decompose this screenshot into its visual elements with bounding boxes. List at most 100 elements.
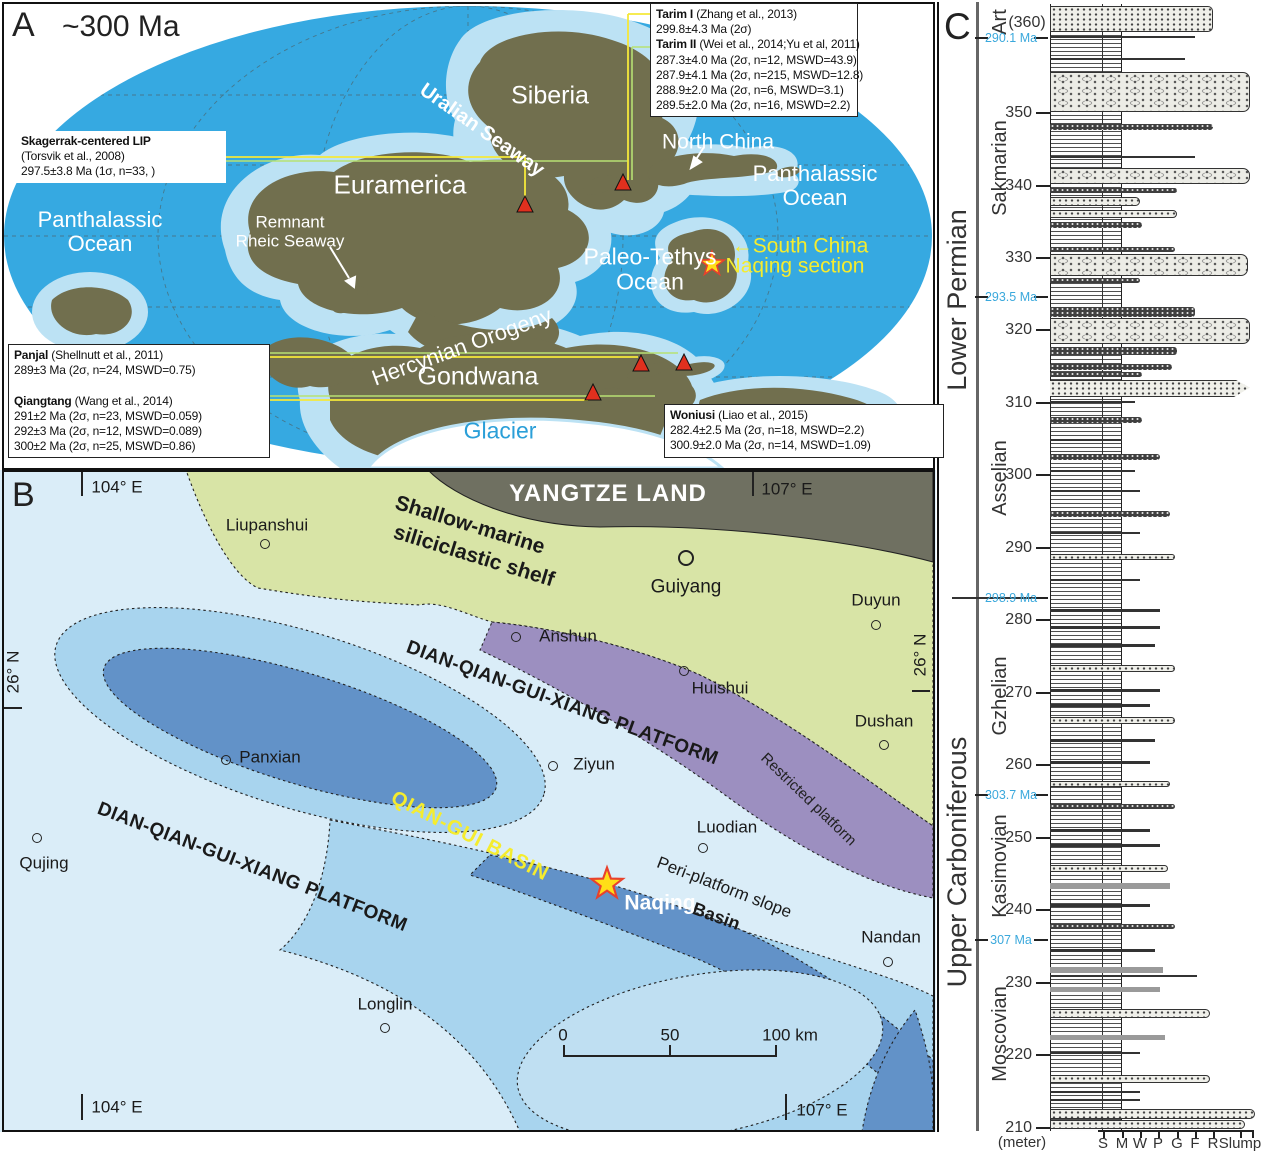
city-marker-ziyun (548, 761, 558, 771)
meter-tick (1036, 547, 1050, 549)
meter-tick-label-300: 300 (1005, 466, 1032, 484)
map-label-south-china: ←South China (731, 234, 869, 258)
line-segment (1102, 4, 1104, 1131)
meter-tick-label-340: 340 (1005, 177, 1032, 195)
strat-bed (1050, 364, 1172, 370)
map-label-siberia: Siberia (511, 81, 589, 110)
map-label-paleo-tethys: Paleo-Tethys Ocean (583, 243, 717, 295)
strat-bed (1050, 454, 1160, 460)
strat-bed (1050, 417, 1142, 423)
annotation-line: 287.9±4.1 Ma (2σ, n=215, MSWD=12.8) (656, 67, 864, 82)
texture-axis-letter-w: W (1132, 1134, 1148, 1152)
annotation-line: Skagerrak-centered LIP (21, 134, 151, 148)
annotation-line (14, 378, 264, 393)
meter-tick (1036, 982, 1050, 984)
strat-bed (1050, 865, 1168, 872)
strat-bed (1050, 532, 1140, 534)
annotation-line: Tarim I (Zhang et al., 2013) (656, 7, 797, 21)
annotation-line: 289.5±2.0 Ma (2σ, n=16, MSWD=2.2) (656, 98, 851, 113)
panel-c-separator (937, 2, 939, 1132)
land-south-china (664, 228, 737, 303)
texture-axis-tick (1177, 1130, 1179, 1138)
strat-bed (1050, 372, 1142, 377)
line-segment (4, 707, 22, 709)
annotation-panjal-qiangtang: Panjal (Shellnutt et al., 2011) 289±3 Ma … (8, 344, 270, 459)
city-label-guiyang: Guiyang (650, 576, 722, 598)
strat-bed (1050, 168, 1250, 184)
land-euramerica (247, 152, 589, 325)
period-label-upper-carboniferous: Upper Carboniferous (942, 736, 973, 988)
meter-tick-label-240: 240 (1005, 901, 1032, 919)
city-label-anshun: Anshun (539, 626, 597, 646)
age-label-303-7-Ma: 303.7 Ma (984, 788, 1038, 802)
stage-label-moscovian: Moscovian (989, 986, 1011, 1082)
map-label-north-china: North China (661, 130, 775, 154)
scalebar-0: 0 (558, 1025, 568, 1045)
line-segment (1252, 1130, 1254, 1138)
annotation-line: Woniusi (Liao et al., 2015) (670, 408, 808, 422)
city-marker-duyun (871, 620, 881, 630)
annotation-line: 297.5±3.8 Ma (1σ, n=33, ) (21, 164, 156, 179)
map-label-remnant-rheic: Remnant Rheic Seaway (235, 212, 345, 250)
strat-bed (1050, 1099, 1140, 1101)
city-label-dushan: Dushan (854, 711, 914, 731)
meter-tick (1036, 112, 1050, 114)
strat-bed (1050, 247, 1175, 252)
coord-107e-bottom: 107° E (796, 1100, 848, 1120)
annotation-line: 287.3±4.0 Ma (2σ, n=12, MSWD=43.9) (656, 52, 857, 67)
meter-tick-label-330: 330 (1005, 249, 1032, 267)
strat-bed (1050, 210, 1177, 218)
coord-26n-right: 26° N (910, 633, 930, 677)
meter-tick-label-270: 270 (1005, 684, 1032, 702)
meter-tick (1036, 837, 1050, 839)
coord-104e-top: 104° E (91, 477, 143, 497)
meter-tick (1036, 1127, 1050, 1129)
strat-bed (1050, 967, 1163, 973)
period-label-lower-permian: Lower Permian (942, 209, 973, 391)
age-label-307-Ma: 307 Ma (990, 933, 1032, 947)
annotation-line: Tarim II (Wei et al., 2014;Yu et al, 201… (656, 37, 860, 52)
city-marker-qujing (32, 833, 42, 843)
meter-tick-label-290: 290 (1005, 539, 1032, 557)
map-label-panthalassic-west: Panthalassic Ocean (37, 206, 163, 256)
meter-tick (1036, 764, 1050, 766)
panel-a-label: A (12, 6, 35, 44)
strat-bed (1050, 347, 1177, 355)
texture-axis-tick (1103, 1130, 1105, 1138)
line-segment (81, 472, 83, 496)
age-tick-left (975, 794, 988, 796)
line-segment (912, 690, 930, 692)
annotation-woniusi: Woniusi (Liao et al., 2015) 282.4±2.5 Ma … (664, 404, 944, 458)
map-label-glacier: Glacier (463, 417, 537, 444)
strat-bed (1050, 278, 1140, 283)
annotation-tarim: Tarim I (Zhang et al., 2013) 299.8±4.3 Ma… (650, 3, 864, 118)
panel-c-label: C (944, 6, 971, 47)
age-label-290-1-Ma: 290.1 Ma (984, 31, 1038, 45)
city-marker-panxian (221, 755, 231, 765)
strat-bed (1050, 883, 1170, 889)
texture-axis-letter-f: F (1190, 1134, 1200, 1152)
annotation-line: (Torsvik et al., 2008) (21, 149, 125, 164)
meter-tick-label-210: 210 (1005, 1119, 1032, 1137)
texture-axis-tick (1213, 1130, 1215, 1138)
line-segment (976, 2, 979, 1131)
meter-tick (1036, 185, 1050, 187)
qian-gui-basin-dark-lens (102, 647, 498, 809)
coord-26n-left: 26° N (3, 650, 23, 694)
annotation-line: 282.4±2.5 Ma (2σ, n=18, MSWD=2.2) (670, 423, 865, 438)
line-segment (1098, 1130, 1254, 1132)
meter-tick-label-280: 280 (1005, 611, 1032, 629)
age-label-298-9-Ma: 298.9 Ma (984, 591, 1038, 605)
city-marker-huishui (679, 666, 689, 676)
age-tick-left (975, 37, 988, 39)
strat-bed (1050, 1120, 1245, 1129)
meter-tick (1036, 619, 1050, 621)
map-label-euramerica: Euramerica (333, 169, 467, 200)
strat-bed (1050, 222, 1142, 228)
city-marker-anshun (511, 632, 521, 642)
strat-bed (1050, 156, 1195, 158)
strat-bed (1050, 58, 1185, 60)
texture-axis-tick (1158, 1130, 1160, 1138)
annotation-arrows (329, 146, 705, 289)
